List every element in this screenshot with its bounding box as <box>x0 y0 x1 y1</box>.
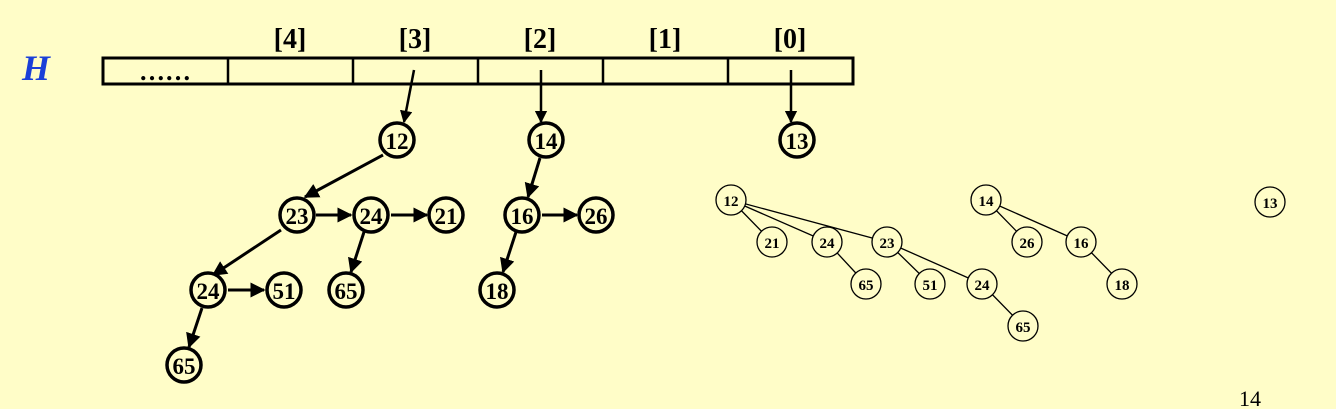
tree-arrow <box>303 153 384 199</box>
pointer-tree-nodes: 12 23 24 21 24 51 65 65 14 16 26 18 13 <box>165 121 816 384</box>
array-index-label: [0] <box>774 24 807 55</box>
pointer-arrow <box>399 69 416 124</box>
tree-node: 24 <box>352 196 390 234</box>
small-node: 51 <box>914 268 946 300</box>
tree-node: 65 <box>327 271 365 309</box>
tree-node: 65 <box>165 346 203 384</box>
node-value: 21 <box>435 204 458 229</box>
node-value: 13 <box>786 129 809 154</box>
node-value: 16 <box>1074 236 1090 252</box>
tree-node: 26 <box>577 196 615 234</box>
node-value: 14 <box>979 194 995 210</box>
node-value: 23 <box>880 236 895 252</box>
small-node: 26 <box>1011 226 1043 258</box>
node-value: 65 <box>859 278 874 294</box>
small-node: 12 <box>715 184 747 216</box>
node-value: 65 <box>335 279 358 304</box>
array-index-label: [1] <box>649 24 682 55</box>
small-node: 24 <box>811 226 843 258</box>
tree-edge <box>730 199 888 243</box>
array-index-label: [3] <box>399 24 432 55</box>
node-value: 24 <box>820 236 836 252</box>
node-value: 24 <box>197 279 221 304</box>
tree-arrow <box>524 157 542 199</box>
node-value: 18 <box>486 279 509 304</box>
binomial-tree-nodes: 12 21 24 23 65 51 24 65 14 26 16 18 13 <box>715 184 1286 342</box>
node-value: 24 <box>975 278 991 294</box>
node-value: 23 <box>286 204 309 229</box>
pointer-tree-edges <box>186 153 579 349</box>
tree-edge <box>985 199 1082 243</box>
node-value: 65 <box>173 354 196 379</box>
heap-label: H <box>21 48 51 88</box>
node-value: 51 <box>273 279 296 304</box>
node-value: 65 <box>1016 320 1031 336</box>
tree-arrow <box>186 307 204 349</box>
node-value: 24 <box>360 204 384 229</box>
small-node: 13 <box>1254 186 1286 218</box>
tree-node: 13 <box>778 121 816 159</box>
tree-edge <box>886 241 983 285</box>
array-ellipsis-cell: …… <box>139 57 191 86</box>
tree-node: 24 <box>189 271 227 309</box>
tree-arrow <box>211 228 282 277</box>
node-value: 51 <box>923 278 938 294</box>
small-node: 23 <box>871 226 903 258</box>
tree-edge <box>730 199 828 243</box>
node-value: 14 <box>535 129 559 154</box>
heap-array: …… [4] [3] [2] [1] [0] <box>101 24 855 86</box>
small-node: 14 <box>970 184 1002 216</box>
small-node: 18 <box>1106 268 1138 300</box>
node-value: 16 <box>511 204 534 229</box>
node-value: 21 <box>765 236 780 252</box>
tree-arrow <box>348 231 366 274</box>
tree-node: 14 <box>527 121 565 159</box>
tree-node: 23 <box>278 196 316 234</box>
node-value: 26 <box>1020 236 1036 252</box>
tree-arrow <box>500 231 518 274</box>
small-node: 24 <box>966 268 998 300</box>
node-value: 18 <box>1115 278 1130 294</box>
node-value: 12 <box>724 194 739 210</box>
node-value: 13 <box>1263 196 1278 212</box>
array-index-label: [2] <box>524 24 557 55</box>
tree-node: 51 <box>265 271 303 309</box>
small-node: 65 <box>1007 310 1039 342</box>
page-number: 14 <box>1239 386 1261 409</box>
node-value: 12 <box>386 129 409 154</box>
array-pointers <box>399 69 798 124</box>
binomial-tree-edges <box>730 199 1123 327</box>
array-index-label: [4] <box>274 24 307 55</box>
tree-node: 16 <box>503 196 541 234</box>
small-node: 21 <box>756 226 788 258</box>
small-node: 16 <box>1065 226 1097 258</box>
node-value: 26 <box>585 204 608 229</box>
tree-node: 12 <box>378 121 416 159</box>
tree-node: 21 <box>427 196 465 234</box>
tree-node: 18 <box>478 271 516 309</box>
small-node: 65 <box>850 268 882 300</box>
